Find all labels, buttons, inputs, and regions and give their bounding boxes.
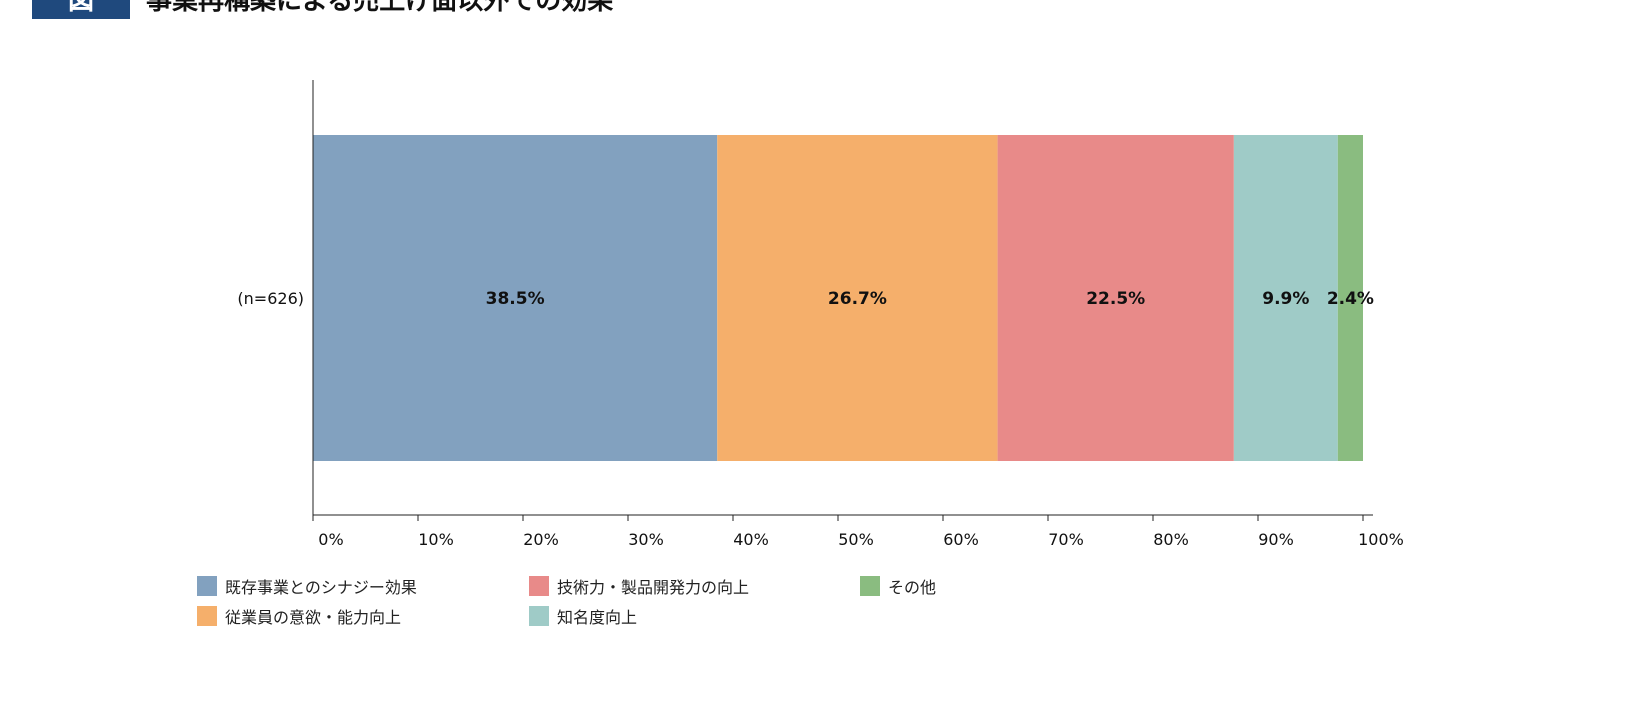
legend-swatch [529,606,549,626]
x-tick-label: 50% [838,530,874,549]
x-tick-label: 70% [1048,530,1084,549]
bar-segment [1233,135,1338,461]
data-label: 9.9% [1262,289,1309,309]
data-label: 22.5% [1086,289,1145,309]
legend-item: その他 [860,574,936,598]
x-tick-label: 100% [1358,530,1404,549]
legend-swatch [529,576,549,596]
x-tick-label: 30% [628,530,664,549]
data-label: 38.5% [486,289,545,309]
legend-item: 従業員の意欲・能力向上 [197,604,401,628]
legend-item: 知名度向上 [529,604,637,628]
bar-segment [717,135,998,461]
data-label: 26.7% [828,289,887,309]
legend-swatch [860,576,880,596]
legend-label: その他 [888,578,937,597]
x-tick-label: 20% [523,530,559,549]
x-tick-label: 0% [318,530,343,549]
x-tick-label: 40% [733,530,769,549]
bar-segment [1337,135,1363,461]
legend-label: 既存事業とのシナジー効果 [225,578,417,597]
x-tick-label: 80% [1153,530,1189,549]
x-tick-label: 10% [418,530,454,549]
x-tick-label: 60% [943,530,979,549]
legend-label: 技術力・製品開発力の向上 [557,578,750,597]
legend-swatch [197,606,217,626]
category-label: (n=626) [237,289,304,308]
legend-label: 従業員の意欲・能力向上 [225,608,402,627]
legend-label: 知名度向上 [557,608,638,627]
data-label: 2.4% [1327,289,1374,309]
bar-segment [997,135,1234,461]
legend-item: 技術力・製品開発力の向上 [529,574,749,598]
chart-title: 事業再構築による売上げ面以外での効果 [146,0,614,16]
legend-swatch [197,576,217,596]
legend-item: 既存事業とのシナジー効果 [197,574,417,598]
bar-segment [313,135,718,461]
figure-badge: 図 [32,0,130,19]
x-tick-label: 90% [1258,530,1294,549]
